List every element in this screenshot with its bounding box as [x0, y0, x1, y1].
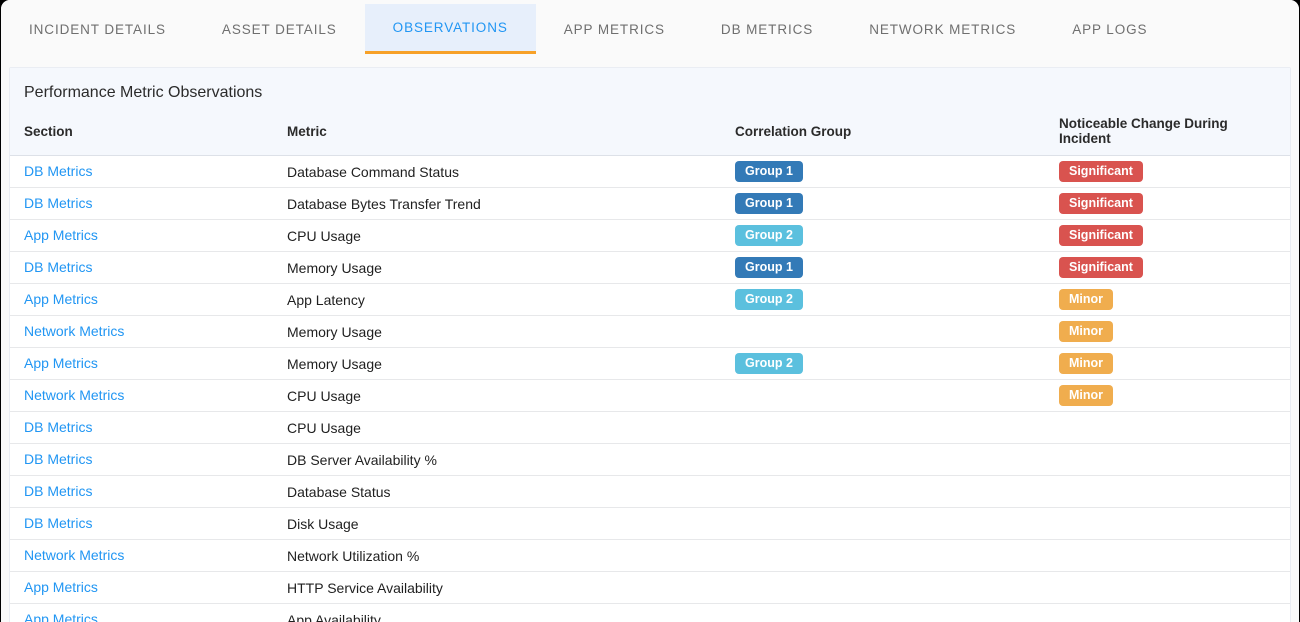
column-header-section: Section [24, 123, 73, 139]
noticeable-change-badge: Minor [1059, 352, 1114, 375]
panel-header: Performance Metric Observations Section … [10, 68, 1290, 156]
tab-label: APP METRICS [563, 21, 665, 37]
metric-cell: Disk Usage [287, 515, 359, 532]
table-row: Network Metrics Network Utilization % [10, 540, 1290, 572]
tab-label: NETWORK METRICS [869, 21, 1017, 37]
section-link[interactable]: App Metrics [24, 354, 98, 371]
metric-cell: DB Server Availability % [287, 451, 437, 468]
tab-app-logs[interactable]: APP LOGS [1044, 4, 1175, 54]
noticeable-change-badge: Minor [1059, 384, 1114, 407]
section-link[interactable]: App Metrics [24, 610, 98, 622]
metric-cell: Memory Usage [287, 259, 382, 276]
metric-cell: Database Status [287, 483, 391, 500]
metric-cell: Database Command Status [287, 163, 459, 180]
column-header-correlation-group: Correlation Group [735, 123, 852, 139]
section-link[interactable]: DB Metrics [24, 450, 93, 467]
tab-label: INCIDENT DETAILS [29, 21, 166, 37]
section-link[interactable]: App Metrics [24, 578, 98, 595]
correlation-group-badge: Group 1 [735, 160, 803, 183]
section-link[interactable]: Network Metrics [24, 322, 125, 339]
section-link[interactable]: Network Metrics [24, 386, 125, 403]
table-row: DB Metrics Database Bytes Transfer Trend… [10, 188, 1290, 220]
section-link[interactable]: DB Metrics [24, 514, 93, 531]
section-link[interactable]: DB Metrics [24, 162, 93, 179]
tab-network-metrics[interactable]: NETWORK METRICS [841, 4, 1044, 54]
noticeable-change-badge: Significant [1059, 256, 1143, 279]
metric-cell: App Availability [287, 611, 381, 622]
section-link[interactable]: App Metrics [24, 226, 98, 243]
metric-cell: HTTP Service Availability [287, 579, 443, 596]
metric-cell: CPU Usage [287, 419, 361, 436]
section-link[interactable]: DB Metrics [24, 482, 93, 499]
table-row: Network Metrics CPU Usage Minor [10, 380, 1290, 412]
tab-db-metrics[interactable]: DB METRICS [693, 4, 841, 54]
table-row: Network Metrics Memory Usage Minor [10, 316, 1290, 348]
observations-panel: Performance Metric Observations Section … [9, 67, 1291, 622]
tab-label: APP LOGS [1072, 21, 1148, 37]
table-row: App Metrics HTTP Service Availability [10, 572, 1290, 604]
table-row: App Metrics Memory Usage Group 2 Minor [10, 348, 1290, 380]
metric-cell: Memory Usage [287, 323, 382, 340]
tab-label: OBSERVATIONS [392, 20, 508, 35]
tab-app-metrics[interactable]: APP METRICS [536, 4, 693, 54]
table-row: DB Metrics CPU Usage [10, 412, 1290, 444]
noticeable-change-badge: Significant [1059, 192, 1143, 215]
table-row: App Metrics App Latency Group 2 Minor [10, 284, 1290, 316]
section-link[interactable]: DB Metrics [24, 194, 93, 211]
page-title: Performance Metric Observations [24, 84, 263, 101]
section-link[interactable]: DB Metrics [24, 258, 93, 275]
noticeable-change-badge: Minor [1059, 288, 1114, 311]
section-link[interactable]: DB Metrics [24, 418, 93, 435]
tab-asset-details[interactable]: ASSET DETAILS [194, 4, 365, 54]
tab-incident-details[interactable]: INCIDENT DETAILS [1, 4, 194, 54]
metric-cell: Memory Usage [287, 355, 382, 372]
metric-cell: Database Bytes Transfer Trend [287, 195, 481, 212]
tab-label: ASSET DETAILS [221, 21, 337, 37]
column-header-noticeable-change: Noticeable Change During Incident [1059, 116, 1228, 146]
metric-cell: CPU Usage [287, 387, 361, 404]
tab-observations[interactable]: OBSERVATIONS [364, 4, 536, 54]
correlation-group-badge: Group 2 [735, 352, 803, 375]
metric-cell: CPU Usage [287, 227, 361, 244]
table-column-headers: Section Metric Correlation Group Noticea… [10, 116, 1290, 156]
noticeable-change-badge: Minor [1059, 320, 1114, 343]
metric-cell: Network Utilization % [287, 547, 420, 564]
correlation-group-badge: Group 1 [735, 256, 803, 279]
table-row: DB Metrics DB Server Availability % [10, 444, 1290, 476]
section-link[interactable]: Network Metrics [24, 546, 125, 563]
table-row: DB Metrics Memory Usage Group 1 Signific… [10, 252, 1290, 284]
correlation-group-badge: Group 2 [735, 224, 803, 247]
noticeable-change-badge: Significant [1059, 160, 1143, 183]
table-row: DB Metrics Database Command Status Group… [10, 156, 1290, 188]
table-row: DB Metrics Disk Usage [10, 508, 1290, 540]
correlation-group-badge: Group 1 [735, 192, 803, 215]
section-link[interactable]: App Metrics [24, 290, 98, 307]
tab-label: DB METRICS [720, 21, 814, 37]
noticeable-change-badge: Significant [1059, 224, 1143, 247]
tab-bar: INCIDENT DETAILS ASSET DETAILS OBSERVATI… [1, 0, 1299, 54]
correlation-group-badge: Group 2 [735, 288, 803, 311]
table-row: App Metrics App Availability [10, 604, 1290, 622]
column-header-metric: Metric [287, 123, 327, 139]
metric-cell: App Latency [287, 291, 365, 308]
table-body: DB Metrics Database Command Status Group… [10, 156, 1290, 622]
table-row: DB Metrics Database Status [10, 476, 1290, 508]
table-row: App Metrics CPU Usage Group 2 Significan… [10, 220, 1290, 252]
